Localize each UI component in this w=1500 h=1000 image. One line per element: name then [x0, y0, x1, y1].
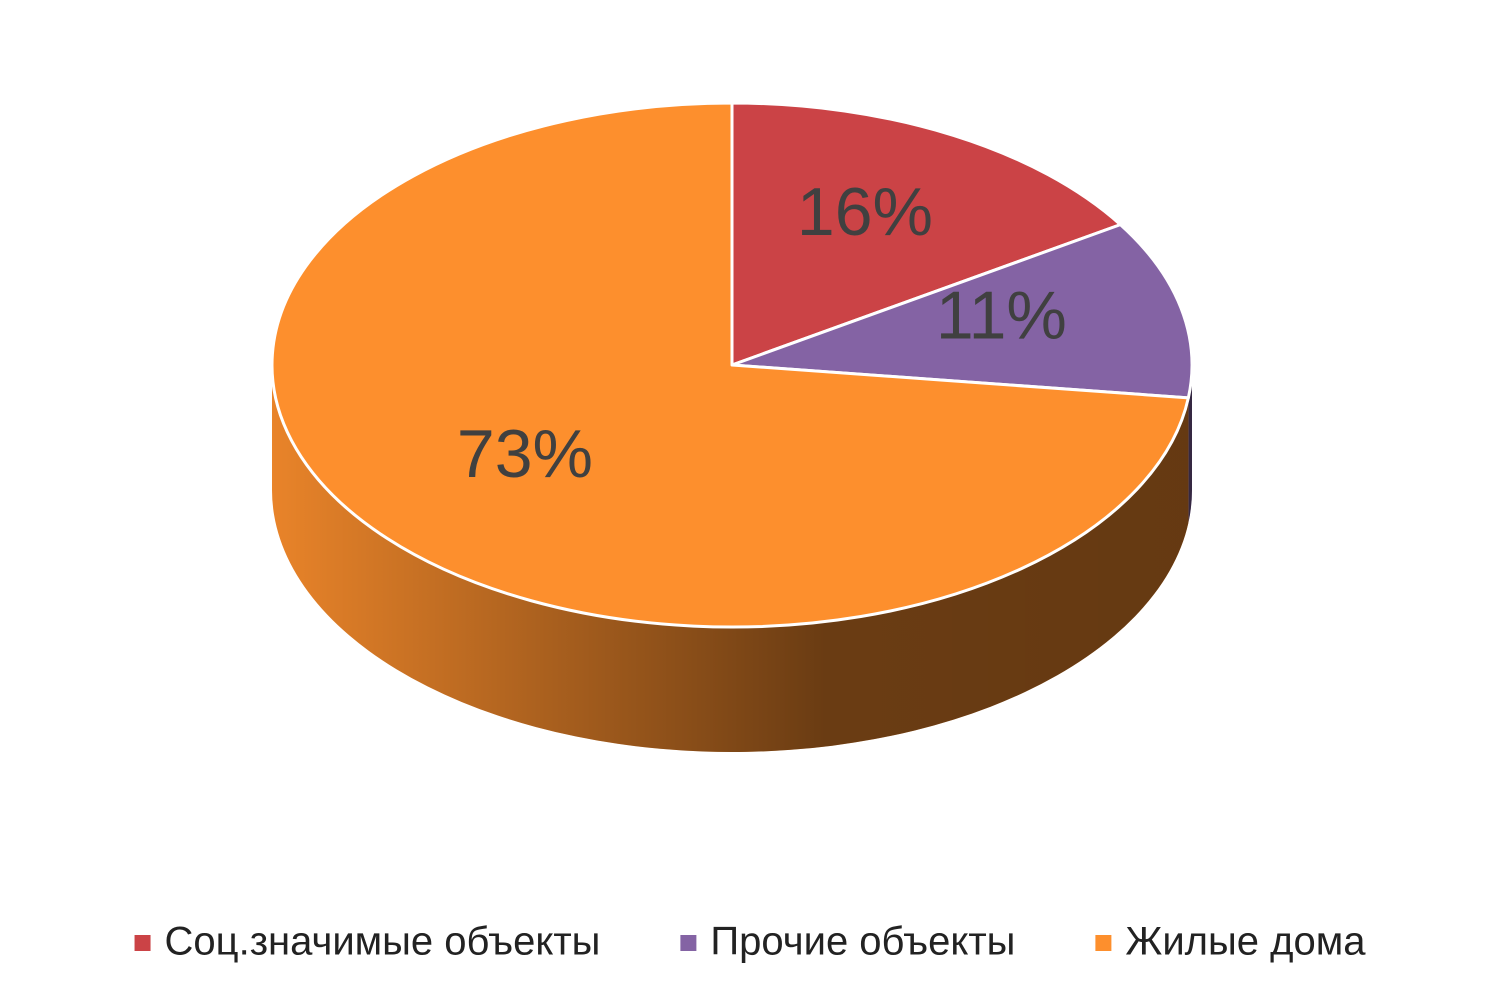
legend-label: Соц.значимые объекты	[165, 920, 601, 964]
pie-slice	[270, 101, 1190, 629]
pie-slice	[730, 101, 1122, 367]
value-label: 16%	[797, 174, 933, 250]
pie-sides	[272, 365, 1192, 753]
value-labels: 16%11% 73%	[457, 174, 1067, 492]
legend-swatch	[134, 935, 151, 951]
legend: Соц.значимые объекты Прочие объекты Жилые …	[134, 920, 1366, 964]
value-label: 73%	[457, 416, 593, 492]
side-shade	[272, 365, 1189, 753]
value-label: 11%	[936, 278, 1067, 354]
side-shade	[1188, 365, 1192, 523]
pie-tops	[270, 101, 1194, 629]
legend-swatch	[680, 935, 697, 951]
legend-label: Жилые дома	[1125, 920, 1366, 964]
pie-slice	[730, 223, 1194, 400]
legend-label: Прочие объекты	[710, 920, 1015, 964]
legend-swatch	[1095, 935, 1112, 951]
